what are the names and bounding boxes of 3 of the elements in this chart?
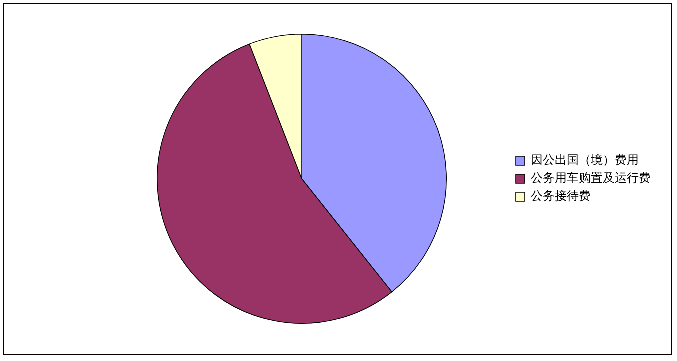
legend-label: 公务接待费 bbox=[531, 189, 591, 204]
legend-label: 因公出国（境）费用 bbox=[531, 153, 639, 168]
legend-label: 公务用车购置及运行费 bbox=[531, 171, 651, 186]
